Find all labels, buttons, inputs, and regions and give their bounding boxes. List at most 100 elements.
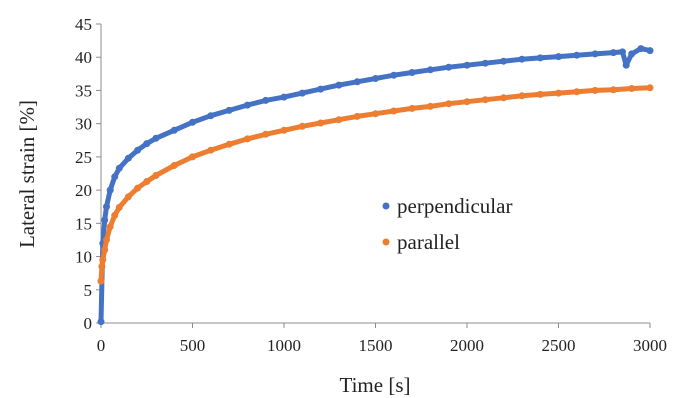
data-point	[646, 47, 654, 55]
data-point	[335, 116, 343, 124]
data-point	[170, 162, 178, 169]
data-point	[646, 84, 654, 92]
data-point	[143, 140, 151, 148]
x-tick-label: 1500	[359, 336, 393, 355]
data-point	[317, 85, 325, 93]
series-perpendicular	[97, 45, 654, 326]
y-tick-label: 25	[75, 148, 92, 167]
x-tick-label: 0	[97, 336, 106, 355]
data-point	[426, 66, 434, 74]
data-point	[262, 96, 270, 104]
x-axis-title: Time [s]	[340, 373, 411, 397]
data-point	[298, 89, 306, 97]
data-point	[207, 146, 215, 154]
data-point	[591, 86, 599, 94]
data-point	[555, 53, 562, 61]
data-point	[481, 59, 489, 67]
data-point	[97, 318, 105, 326]
legend-label-perpendicular: perpendicular	[397, 194, 512, 218]
series-layer	[97, 45, 654, 326]
data-point	[481, 96, 489, 104]
data-point	[106, 186, 114, 194]
data-point	[518, 55, 526, 63]
data-point	[243, 135, 251, 143]
data-point	[573, 51, 581, 59]
data-point	[591, 50, 599, 58]
data-point	[189, 153, 196, 161]
data-point	[152, 172, 160, 179]
data-point	[98, 263, 106, 270]
data-point	[353, 78, 361, 86]
data-point	[372, 110, 379, 118]
data-point	[518, 92, 526, 100]
data-point	[298, 122, 306, 130]
data-point	[463, 61, 471, 69]
data-point	[573, 88, 581, 96]
data-point	[372, 75, 379, 82]
data-point	[408, 104, 416, 112]
series-trace-perpendicular	[98, 46, 653, 325]
data-point	[317, 119, 325, 127]
data-point	[280, 126, 288, 134]
data-point	[280, 93, 288, 101]
y-tick-label: 10	[75, 248, 92, 267]
data-point	[115, 164, 123, 172]
data-point	[99, 256, 107, 264]
y-axis-ticks: 0 5 10 15 20 25 30 35 40 45	[75, 15, 101, 333]
x-tick-label: 2500	[542, 336, 576, 355]
data-point	[262, 130, 270, 138]
data-point	[609, 86, 617, 94]
y-axis-title: Lateral strain [%]	[15, 100, 39, 248]
y-tick-label: 30	[75, 115, 92, 134]
data-point	[103, 203, 110, 211]
x-axis-ticks: 0 500 1000 1500 2000 2500 3000	[97, 323, 667, 355]
legend: perpendicular parallel	[382, 194, 512, 254]
data-point	[124, 154, 132, 162]
data-point	[390, 71, 398, 79]
x-tick-label: 500	[180, 336, 206, 355]
data-point	[500, 57, 508, 65]
data-point	[408, 69, 416, 76]
data-point	[124, 193, 132, 201]
data-point	[134, 146, 142, 154]
data-point	[225, 140, 233, 148]
data-point	[106, 223, 114, 231]
data-point	[134, 184, 142, 192]
data-point	[189, 118, 196, 126]
data-point	[97, 277, 105, 285]
y-tick-label: 45	[75, 15, 92, 34]
data-point	[111, 173, 119, 181]
legend-marker-perpendicular	[382, 202, 390, 210]
data-point	[335, 81, 343, 89]
data-point	[536, 54, 544, 62]
data-point	[500, 94, 508, 102]
y-tick-label: 15	[75, 214, 92, 233]
y-tick-label: 0	[84, 314, 93, 333]
data-point	[536, 90, 544, 98]
data-point	[619, 48, 626, 56]
data-point	[622, 61, 630, 69]
data-point	[243, 101, 251, 109]
x-tick-label: 1000	[267, 336, 301, 355]
data-point	[426, 102, 434, 110]
data-point	[170, 126, 178, 134]
data-point	[445, 100, 453, 108]
y-tick-label: 20	[75, 181, 92, 200]
data-point	[103, 236, 110, 244]
data-point	[555, 89, 562, 97]
data-point	[111, 211, 119, 219]
data-point	[628, 85, 636, 92]
x-tick-label: 3000	[633, 336, 667, 355]
legend-marker-parallel	[382, 238, 390, 246]
legend-label-parallel: parallel	[397, 230, 460, 254]
data-point	[445, 63, 453, 71]
data-point	[101, 246, 109, 254]
data-point	[225, 106, 233, 114]
data-point	[637, 45, 645, 53]
data-point	[115, 203, 123, 211]
data-point	[628, 50, 636, 58]
data-point	[463, 98, 471, 106]
data-point	[152, 134, 160, 142]
data-point	[390, 107, 398, 115]
